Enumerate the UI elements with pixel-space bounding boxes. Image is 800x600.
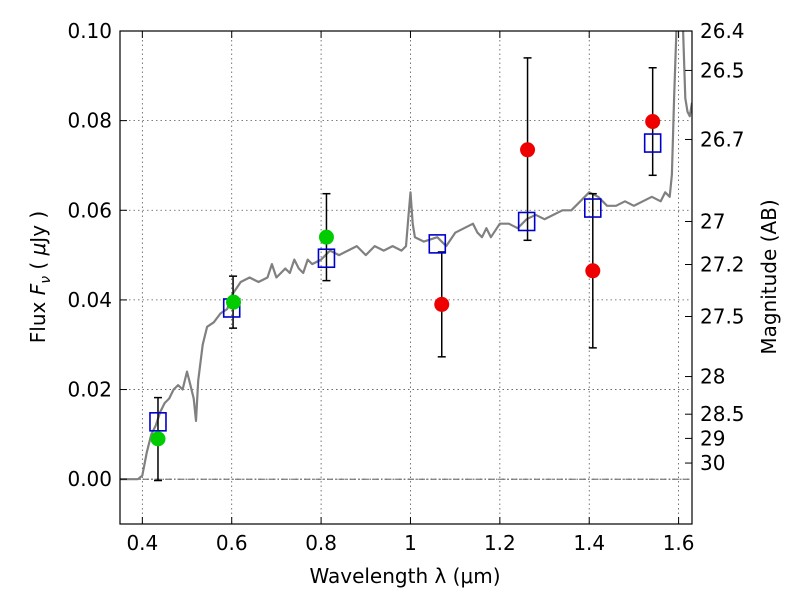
y2-tick-label: 27.5 xyxy=(700,304,745,328)
space-photometry-point xyxy=(585,263,601,279)
x-tick-label: 0.8 xyxy=(305,531,337,555)
x-tick-label: 1.6 xyxy=(663,531,695,555)
ground-photometry-point xyxy=(150,431,166,447)
y-tick-label: 0.04 xyxy=(67,288,112,312)
x-tick-label: 0.6 xyxy=(216,531,248,555)
x-tick-label: 1.4 xyxy=(573,531,605,555)
ground-photometry-point xyxy=(318,229,334,245)
y-tick-label: 0.02 xyxy=(67,378,112,402)
model-square xyxy=(517,211,536,232)
y-tick-label: 0.08 xyxy=(67,109,112,133)
space-photometry-point xyxy=(645,114,661,130)
model-square xyxy=(317,248,336,269)
y2-tick-label: 29 xyxy=(700,426,725,450)
model-square xyxy=(643,133,662,153)
x-axis-title: Wavelength λ (μm) xyxy=(309,564,500,588)
model-square xyxy=(583,198,602,218)
model-square xyxy=(149,412,167,432)
y2-tick-label: 26.4 xyxy=(700,19,745,43)
y-tick-label: 0.10 xyxy=(67,19,112,43)
space-photometry-point xyxy=(434,296,450,312)
axes: 0.4 0.6 0.8 1 1.2 1.4 1.6 0.00 0.02 0.04 0.06 0.08 0… xyxy=(67,19,744,555)
y-tick-label: 0.06 xyxy=(67,198,112,222)
y2-tick-label: 27.2 xyxy=(700,253,745,277)
space-photometry-point xyxy=(520,142,536,158)
y2-tick-label: 26.5 xyxy=(700,58,745,82)
y2-tick-label: 28 xyxy=(700,365,725,389)
y-axis-title: Flux Fν ( μJy ) xyxy=(26,211,54,343)
model-square xyxy=(428,234,447,254)
y2-tick-label: 27 xyxy=(700,209,725,233)
y2-axis-title: Magnitude (AB) xyxy=(757,199,781,354)
spectrum-line xyxy=(120,31,692,481)
y-tick-label: 0.00 xyxy=(67,467,112,491)
y2-tick-label: 26.7 xyxy=(700,127,745,151)
plot-frame xyxy=(119,30,693,525)
ground-photometry-point xyxy=(226,294,242,310)
grid xyxy=(120,30,692,524)
x-tick-label: 1 xyxy=(404,531,417,555)
data-series xyxy=(120,31,692,482)
x-tick-label: 0.4 xyxy=(126,531,158,555)
y2-tick-label: 28.5 xyxy=(700,402,745,426)
y2-tick-label: 30 xyxy=(700,451,725,475)
x-tick-label: 1.2 xyxy=(484,531,516,555)
